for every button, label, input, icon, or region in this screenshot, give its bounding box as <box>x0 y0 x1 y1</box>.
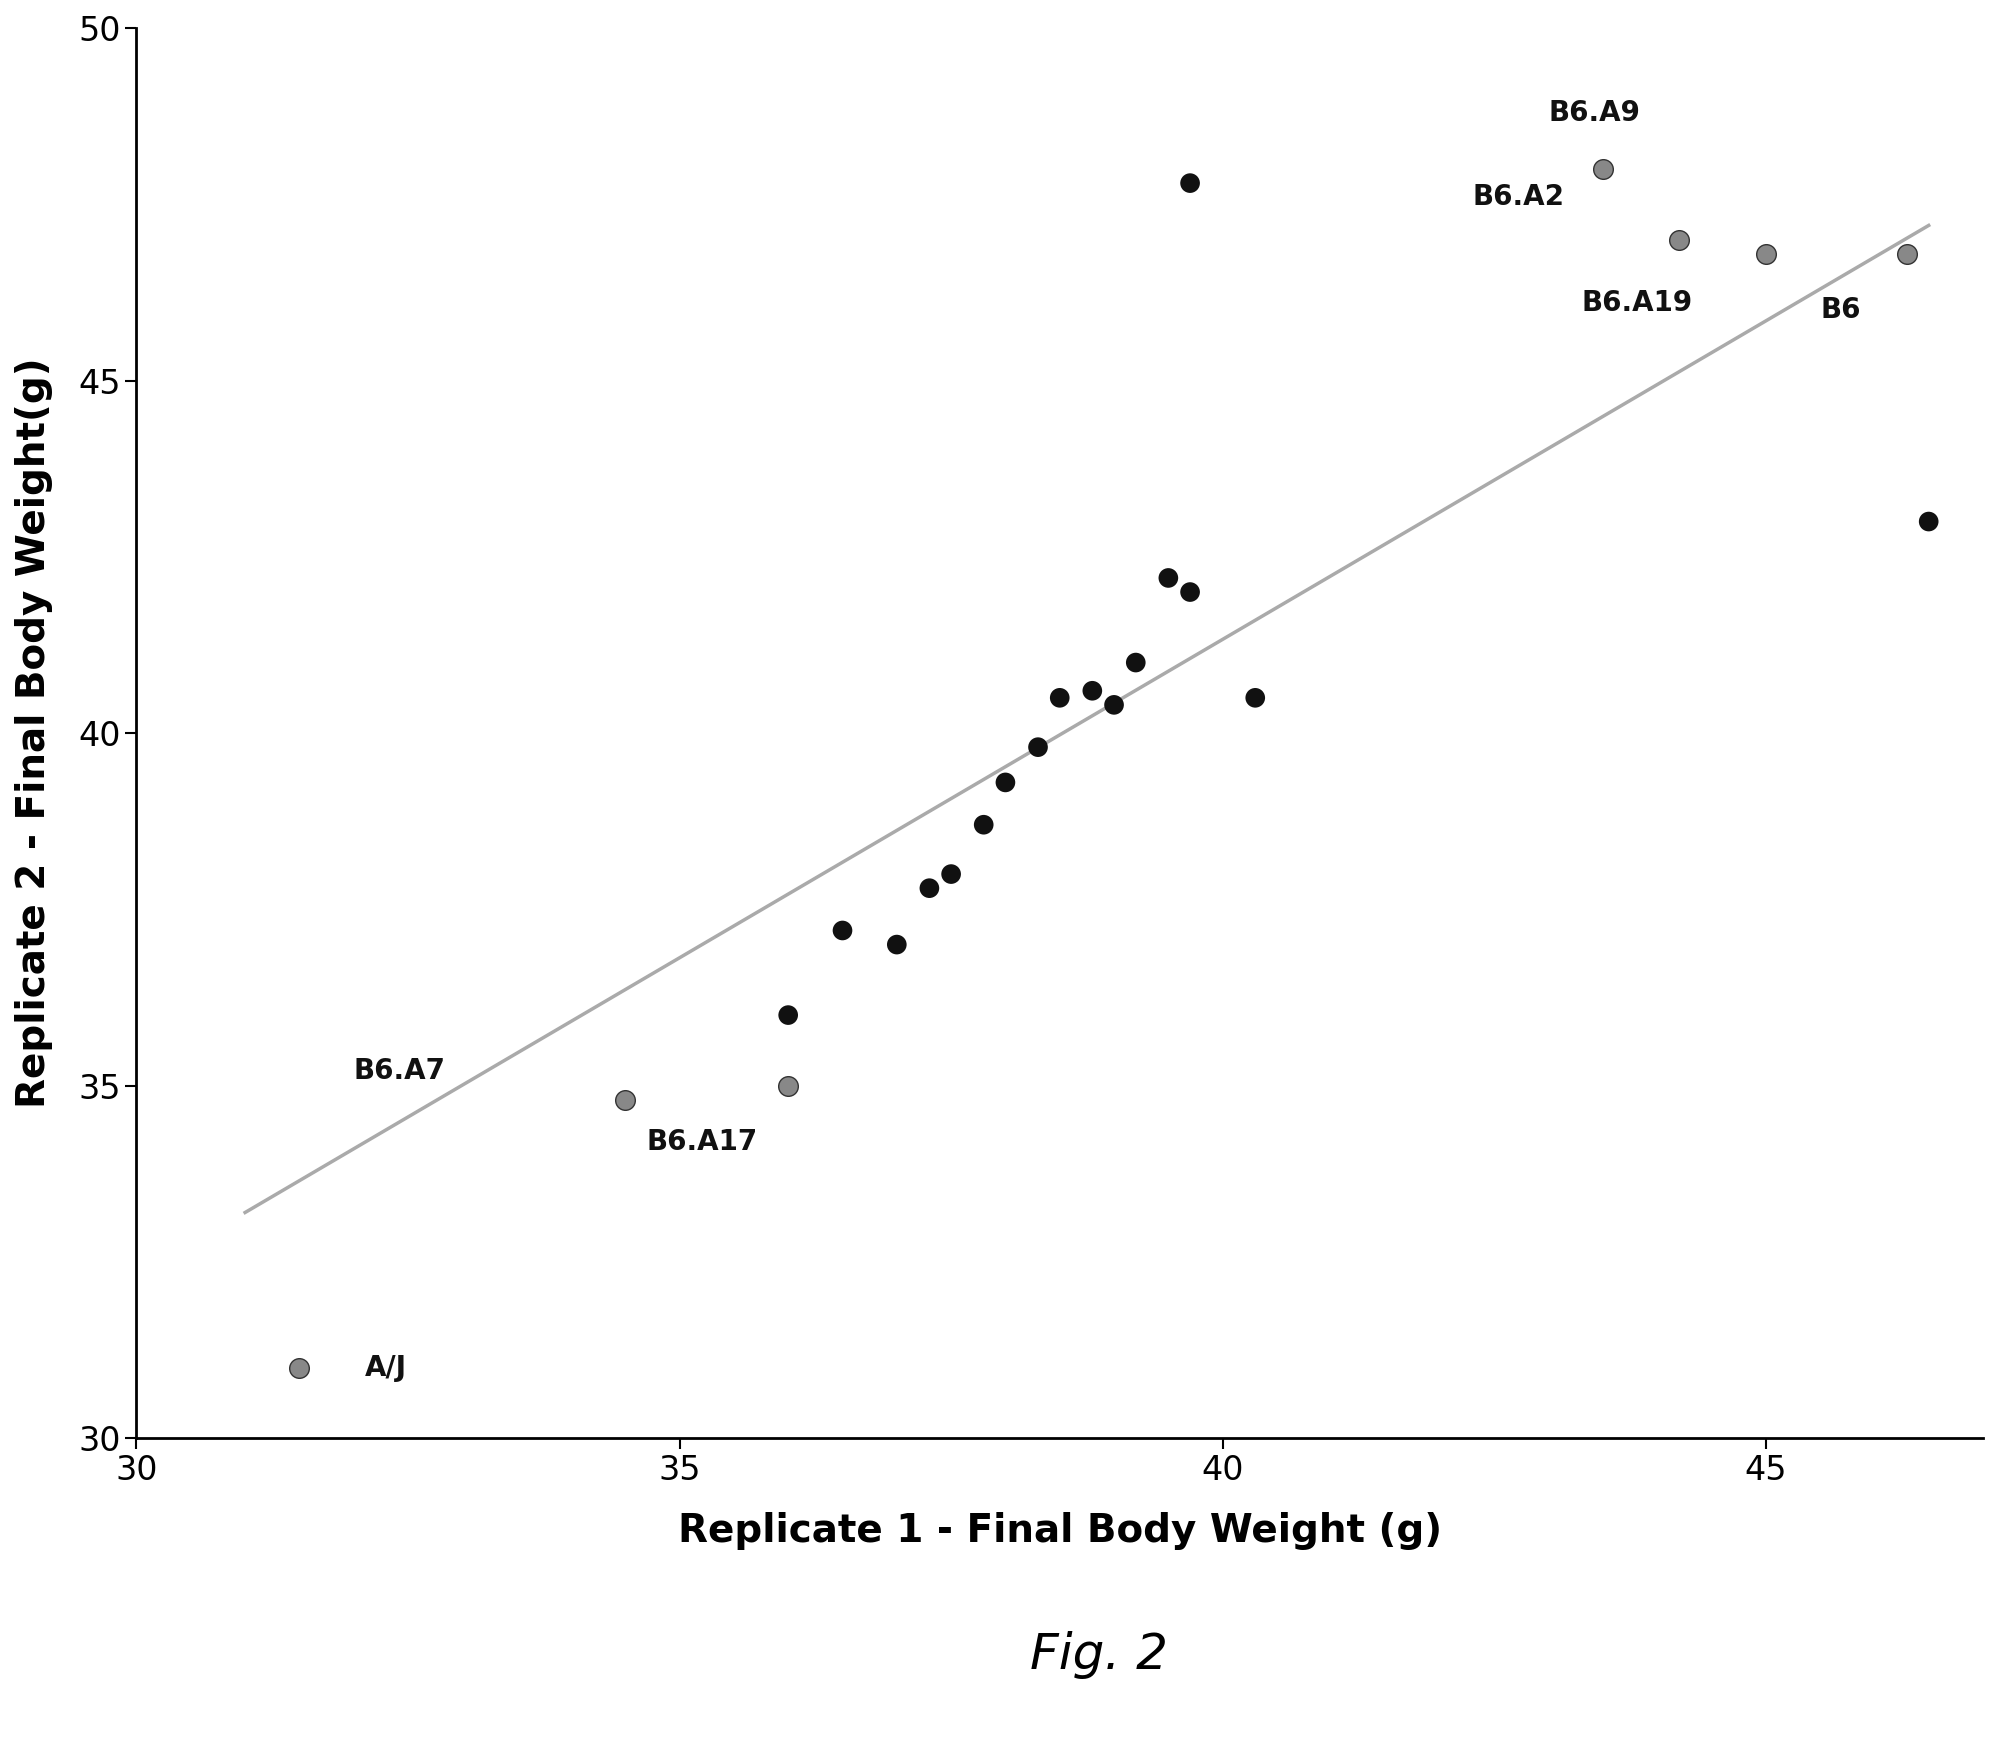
Point <box>1662 226 1694 254</box>
X-axis label: Replicate 1 - Final Body Weight (g): Replicate 1 - Final Body Weight (g) <box>677 1513 1443 1549</box>
Point <box>881 930 913 958</box>
Text: B6.A19: B6.A19 <box>1580 289 1692 316</box>
Text: Fig. 2: Fig. 2 <box>1029 1631 1169 1680</box>
Point <box>913 875 945 903</box>
Text: B6.A17: B6.A17 <box>647 1129 757 1156</box>
Point <box>771 1071 803 1099</box>
Point <box>1175 577 1207 605</box>
Point <box>284 1353 316 1381</box>
Text: B6.A9: B6.A9 <box>1548 99 1640 127</box>
Y-axis label: Replicate 2 - Final Body Weight(g): Replicate 2 - Final Body Weight(g) <box>16 358 54 1108</box>
Point <box>935 861 967 889</box>
Point <box>1175 169 1207 197</box>
Point <box>1119 649 1151 676</box>
Point <box>609 1085 641 1113</box>
Point <box>1023 734 1055 762</box>
Point <box>1043 683 1075 711</box>
Point <box>1099 690 1131 718</box>
Text: A/J: A/J <box>364 1353 406 1381</box>
Point <box>1239 683 1271 711</box>
Text: B6: B6 <box>1820 296 1860 323</box>
Point <box>827 916 859 944</box>
Point <box>1912 508 1944 536</box>
Point <box>967 810 999 838</box>
Point <box>1153 563 1185 591</box>
Point <box>989 769 1021 796</box>
Text: B6.A2: B6.A2 <box>1473 183 1564 210</box>
Point <box>1890 240 1922 268</box>
Point <box>1077 676 1109 704</box>
Point <box>1750 240 1782 268</box>
Point <box>1586 155 1618 183</box>
Point <box>771 1002 803 1029</box>
Text: B6.A7: B6.A7 <box>354 1057 446 1085</box>
